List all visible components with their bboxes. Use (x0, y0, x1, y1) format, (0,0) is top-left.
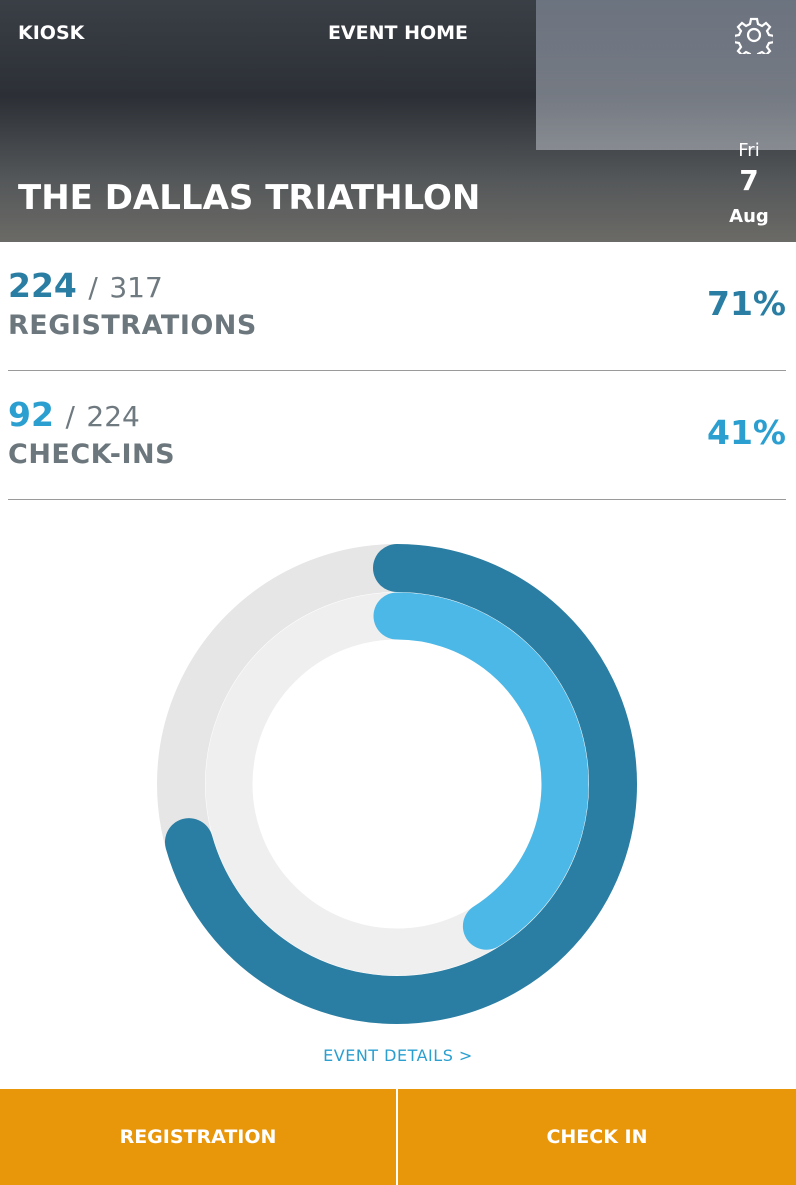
progress-arc (373, 592, 589, 950)
registration-button[interactable]: REGISTRATION (0, 1089, 396, 1185)
checkins-label: CHECK-INS (8, 439, 176, 470)
kiosk-button[interactable]: KIOSK (18, 22, 85, 44)
screen-title: EVENT HOME (327, 22, 469, 44)
registrations-label: REGISTRATIONS (8, 310, 257, 341)
total: 317 (109, 271, 163, 304)
progress-rings (157, 544, 637, 1024)
count: 224 (8, 266, 77, 305)
registrations-row: 224 / 317 REGISTRATIONS 71% (8, 242, 786, 371)
checkins-count: 92 / 224 (8, 395, 140, 434)
header-photo (536, 0, 796, 150)
registrations-percent: 71% (707, 284, 786, 323)
event-weekday: Fri (738, 140, 760, 161)
check-in-button[interactable]: CHECK IN (398, 1089, 796, 1185)
checkins-percent: 41% (707, 413, 786, 452)
total: 224 (86, 400, 140, 433)
event-day: 7 (739, 164, 759, 197)
count: 92 (8, 395, 54, 434)
settings-icon[interactable] (735, 16, 773, 54)
separator: / (88, 271, 98, 304)
registrations-count: 224 / 317 (8, 266, 163, 305)
header: KIOSK EVENT HOME THE DALLAS TRIATHLON Fr… (0, 0, 796, 242)
event-details-link[interactable]: EVENT DETAILS > (323, 1046, 473, 1065)
event-name: THE DALLAS TRIATHLON (18, 178, 481, 218)
event-month: Aug (729, 206, 769, 227)
separator: / (65, 400, 75, 433)
checkins-row: 92 / 224 CHECK-INS 41% (8, 371, 786, 500)
progress-arc (164, 544, 637, 1024)
